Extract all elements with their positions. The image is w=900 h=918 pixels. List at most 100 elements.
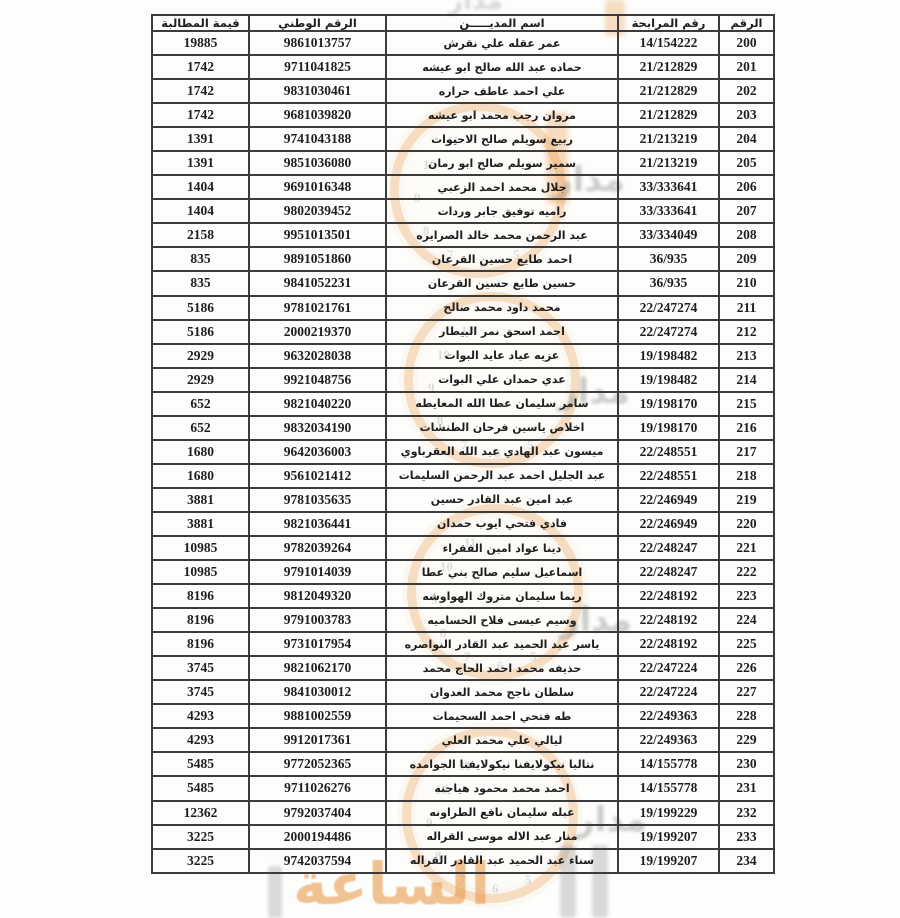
table-row: 215 19/198170 سامر سليمان عطا الله المعا… [151,390,775,417]
cell-national-id: 9802039452 [248,198,387,225]
table-row: 210 36/935 حسين طايع حسين القرعان 984105… [151,270,775,297]
cell-national-id: 9691016348 [248,174,387,201]
cell-national-id: 9821040220 [248,390,387,417]
header-debtor-name: اسم المديـــــن [385,14,619,32]
table-row: 225 22/248192 ياسر عبد الحميد عبد القادر… [151,631,775,658]
cell-serial-number: 201 [718,54,775,81]
cell-serial-number: 214 [718,366,775,393]
cell-murabaha-number: 33/334049 [617,222,720,249]
cell-national-id: 9711026276 [248,775,387,802]
cell-claim-value: 1742 [151,78,250,105]
table-row: 226 22/247224 حذيفه محمد احمد الحاج محمد… [151,655,775,682]
cell-murabaha-number: 14/155778 [617,775,720,802]
cell-murabaha-number: 22/247224 [617,655,720,682]
cell-debtor-name: محمد داود محمد صالح [385,294,619,321]
table-row: 205 21/213219 سمير سويلم صالح ابو رمان 9… [151,150,775,177]
cell-murabaha-number: 19/198482 [617,342,720,369]
cell-debtor-name: احمد اسحق نمر البيطار [385,318,619,345]
table-row: 232 19/199229 عبله سليمان نافع الطراونه … [151,799,775,826]
table-row: 233 19/199207 منار عبد الاله موسى القرال… [151,823,775,850]
table-row: 216 19/198170 اخلاص ياسين فرحان الطنشات … [151,414,775,441]
cell-serial-number: 218 [718,462,775,489]
table-row: 211 22/247274 محمد داود محمد صالح 978102… [151,294,775,321]
cell-national-id: 9831030461 [248,78,387,105]
table-row: 207 33/333641 راميه توفيق جابر وردات 980… [151,198,775,225]
table-row: 228 22/249363 طه فتحي احمد السحيمات 9881… [151,703,775,730]
cell-claim-value: 1742 [151,102,250,129]
cell-murabaha-number: 21/212829 [617,54,720,81]
cell-national-id: 9741043188 [248,126,387,153]
cell-national-id: 9821036441 [248,510,387,537]
table-row: 212 22/247274 احمد اسحق نمر البيطار 2000… [151,318,775,345]
table-row: 223 22/248192 ريما سليمان متروك الهواوشه… [151,583,775,610]
cell-claim-value: 8196 [151,631,250,658]
cell-murabaha-number: 14/155778 [617,751,720,778]
cell-claim-value: 1404 [151,174,250,201]
cell-murabaha-number: 22/249363 [617,703,720,730]
cell-murabaha-number: 33/333641 [617,174,720,201]
cell-murabaha-number: 22/247274 [617,318,720,345]
table-row: 227 22/247224 سلطان ناجح محمد العدوان 98… [151,679,775,706]
cell-debtor-name: سمير سويلم صالح ابو رمان [385,150,619,177]
cell-murabaha-number: 19/199229 [617,799,720,826]
cell-murabaha-number: 22/247274 [617,294,720,321]
cell-serial-number: 230 [718,751,775,778]
cell-serial-number: 210 [718,270,775,297]
cell-serial-number: 225 [718,631,775,658]
cell-serial-number: 223 [718,583,775,610]
cell-debtor-name: ربيع سويلم صالح الاحيوات [385,126,619,153]
table-row: 201 21/212829 حماده عبد الله صالح ابو عي… [151,54,775,81]
cell-national-id: 9731017954 [248,631,387,658]
cell-debtor-name: سناء عبد الحميد عبد القادر القراله [385,847,619,875]
cell-claim-value: 1391 [151,150,250,177]
cell-serial-number: 212 [718,318,775,345]
cell-national-id: 9861013757 [248,29,387,57]
cell-murabaha-number: 22/247224 [617,679,720,706]
cell-murabaha-number: 19/199207 [617,823,720,850]
cell-national-id: 9782039264 [248,534,387,562]
cell-claim-value: 1680 [151,462,250,489]
table-row: 209 36/935 احمد طايع حسين القرعان 989105… [151,246,775,273]
cell-serial-number: 233 [718,823,775,850]
cell-serial-number: 211 [718,294,775,321]
cell-murabaha-number: 36/935 [617,246,720,273]
table-row: 213 19/198482 عزيه عياد عايد البوات 9632… [151,342,775,369]
cell-national-id: 9832034190 [248,414,387,441]
cell-murabaha-number: 22/248192 [617,631,720,658]
cell-claim-value: 5186 [151,294,250,321]
cell-serial-number: 208 [718,222,775,249]
cell-claim-value: 835 [151,246,250,273]
cell-serial-number: 234 [718,847,775,875]
cell-debtor-name: دينا عواد امين الفقراء [385,534,619,562]
cell-national-id: 9632028038 [248,342,387,369]
watermark-clock-digit: 7 [459,872,466,888]
cell-claim-value: 4293 [151,727,250,754]
cell-claim-value: 3881 [151,510,250,537]
cell-claim-value: 3745 [151,655,250,682]
cell-claim-value: 3745 [151,679,250,706]
cell-debtor-name: احمد طايع حسين القرعان [385,246,619,273]
cell-serial-number: 209 [718,246,775,273]
cell-murabaha-number: 36/935 [617,270,720,297]
cell-debtor-name: عمر عقله علي نقرش [385,29,619,57]
cell-national-id: 9791003783 [248,607,387,634]
cell-national-id: 9921048756 [248,366,387,393]
table-row: 214 19/198482 عدي حمدان علي البوات 99210… [151,366,775,393]
cell-debtor-name: حذيفه محمد احمد الحاج محمد [385,655,619,682]
cell-serial-number: 227 [718,679,775,706]
cell-national-id: 9781021761 [248,294,387,321]
cell-serial-number: 220 [718,510,775,537]
cell-serial-number: 232 [718,799,775,826]
table-row: 219 22/246949 عبد امين عبد القادر حسين 9… [151,486,775,513]
cell-murabaha-number: 19/198170 [617,414,720,441]
header-murabaha-number: رقم المرابحة [617,14,720,32]
watermark-gray-bar-bottom-left [268,866,282,918]
cell-murabaha-number: 22/248551 [617,438,720,465]
table-row: 222 22/248247 اسماعيل سليم صالح بني عطا … [151,559,775,586]
cell-serial-number: 215 [718,390,775,417]
cell-claim-value: 3881 [151,486,250,513]
cell-national-id: 9891051860 [248,246,387,273]
cell-claim-value: 5186 [151,318,250,345]
cell-serial-number: 204 [718,126,775,153]
cell-debtor-name: وسيم عيسى فلاح الحساميه [385,607,619,634]
